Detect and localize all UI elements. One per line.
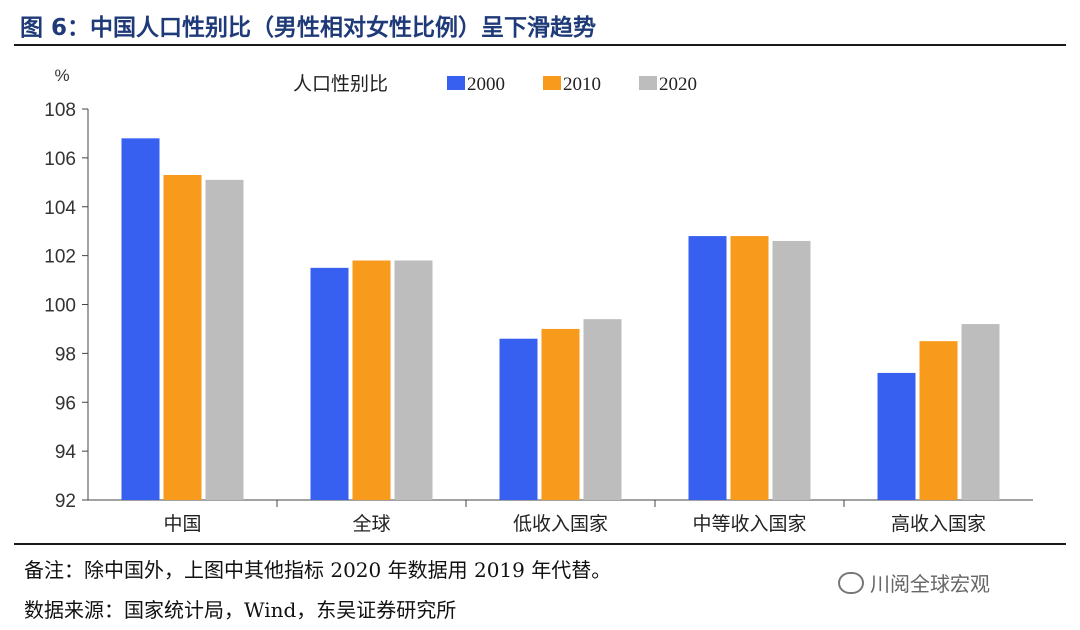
chart-title: 人口性别比: [293, 73, 388, 95]
bar-2010-1: [352, 260, 391, 500]
x-tick-label: 高收入国家: [891, 513, 986, 535]
source-note: 数据来源：国家统计局，Wind，东吴证券研究所: [24, 598, 457, 622]
y-tick-label: 106: [44, 149, 76, 170]
legend-label-2010: 2010: [563, 74, 601, 95]
remark-note: 备注：除中国外，上图中其他指标 2020 年数据用 2019 年代替。: [24, 558, 612, 582]
bar-2000-0: [121, 138, 160, 500]
figure-title: 图 6：中国人口性别比（男性相对女性比例）呈下滑趋势: [20, 15, 597, 41]
legend-label-2000: 2000: [467, 74, 505, 95]
bar-2000-3: [688, 236, 727, 500]
y-tick-label: 100: [44, 296, 76, 317]
wechat-icon: [838, 572, 864, 594]
x-tick-label: 中等收入国家: [692, 513, 806, 535]
x-tick-label: 中国: [163, 513, 201, 535]
y-tick-label: 96: [55, 393, 76, 414]
watermark: 川阅全球宏观: [838, 568, 990, 597]
y-tick-label: 92: [55, 491, 76, 512]
bar-2000-4: [877, 372, 916, 500]
bar-2000-2: [499, 338, 538, 500]
bar-2010-3: [730, 236, 769, 500]
legend-swatch-2020: [639, 76, 657, 90]
legend-swatch-2010: [543, 76, 561, 90]
y-tick-label: 104: [44, 198, 76, 219]
watermark-text: 川阅全球宏观: [870, 572, 990, 596]
bottom-rule: [14, 543, 1066, 545]
bar-2010-4: [919, 341, 958, 500]
legend-swatch-2000: [447, 76, 465, 90]
x-tick-label: 低收入国家: [513, 513, 608, 535]
x-tick-label: 全球: [352, 513, 390, 535]
y-tick-label: 94: [55, 442, 77, 463]
bar-2000-1: [310, 267, 349, 500]
bar-2020-2: [583, 319, 622, 500]
bar-chart: 92 94 96 98 100 102 104 106 108% 中国 全球 低收入国家 中等收入国家 高…: [44, 66, 1033, 535]
y-axis-unit: %: [54, 66, 69, 85]
y-tick-label: 108: [44, 100, 76, 121]
bar-2020-1: [394, 260, 433, 500]
legend-label-2020: 2020: [659, 74, 697, 95]
bar-2010-2: [541, 328, 580, 500]
bar-2020-3: [772, 240, 811, 500]
y-tick-label: 98: [55, 344, 76, 365]
y-tick-label: 102: [44, 247, 76, 268]
bar-2020-0: [205, 179, 244, 500]
bar-2020-4: [961, 324, 1000, 500]
top-rule: [14, 44, 1066, 46]
bar-2010-0: [163, 174, 202, 500]
